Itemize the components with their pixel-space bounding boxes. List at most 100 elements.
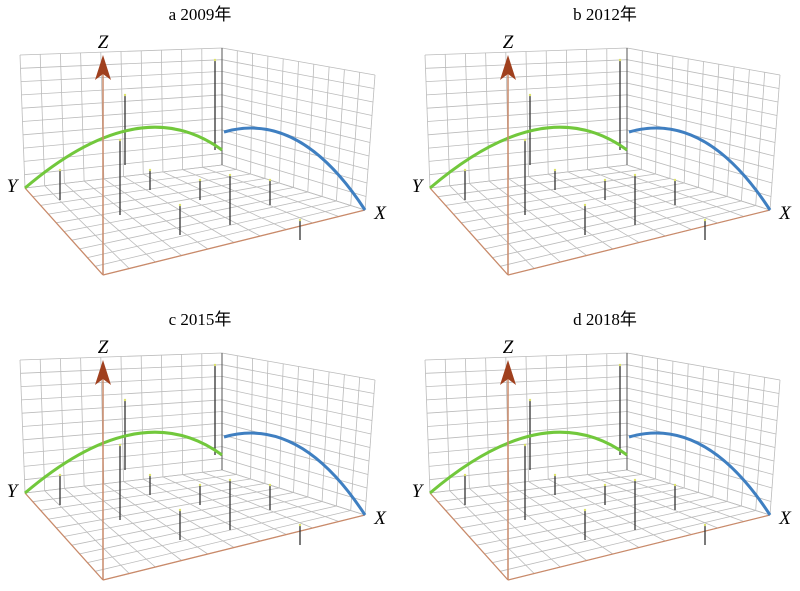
grid-line <box>425 59 628 69</box>
z-label: Z <box>503 32 514 53</box>
grid-line <box>429 469 628 494</box>
grid-line <box>425 364 628 374</box>
stick-top <box>178 508 182 512</box>
grid-line <box>626 117 775 157</box>
grid-line <box>626 422 775 462</box>
grid-line <box>626 352 781 381</box>
grid-line <box>221 152 367 197</box>
grid-line <box>79 501 323 555</box>
trend-curve-blue <box>223 126 367 211</box>
grid-line <box>427 411 628 427</box>
axis-line <box>429 187 509 276</box>
grid-line <box>626 411 776 448</box>
grid-line <box>24 457 223 481</box>
grid-line <box>424 47 628 56</box>
x-label: X <box>778 203 792 224</box>
grid-line <box>40 173 251 206</box>
grid-line <box>221 411 371 448</box>
grid-line <box>95 510 351 572</box>
grid-line <box>626 446 773 489</box>
panel-title: c 2015年 <box>169 310 232 329</box>
grid-line <box>427 422 628 441</box>
stick-top <box>58 168 62 172</box>
stick-top <box>463 168 467 172</box>
grid-line <box>626 47 781 76</box>
axis-line <box>429 492 509 581</box>
grid-line <box>476 496 713 546</box>
grid-line <box>461 182 685 224</box>
y-label: Y <box>7 176 20 197</box>
stick-top <box>268 483 272 487</box>
axis-line <box>507 209 771 276</box>
grid-line <box>468 187 699 232</box>
y-label: Y <box>7 481 20 502</box>
grid-line <box>24 164 223 189</box>
panel: a 2009年 Z X Y <box>7 5 387 276</box>
stick-top <box>298 218 302 222</box>
x-label: X <box>373 203 387 224</box>
trend-curve-blue <box>223 431 367 516</box>
grid-line <box>56 182 280 224</box>
grid-line <box>221 141 368 184</box>
trend-curve-blue <box>628 126 772 211</box>
grid-line <box>40 478 251 511</box>
z-arrow <box>500 55 516 80</box>
stick-top <box>633 478 637 482</box>
grid-line <box>20 59 223 69</box>
grid-line <box>626 387 778 421</box>
stick-top <box>298 523 302 527</box>
axis-line <box>24 492 104 581</box>
grid-line <box>626 376 779 408</box>
grid-line <box>427 117 628 136</box>
grid-line <box>453 483 670 520</box>
grid-line <box>20 364 223 374</box>
grid-line <box>221 82 373 116</box>
grid-line <box>428 446 628 467</box>
grid-line <box>426 82 628 96</box>
grid-line <box>626 59 780 89</box>
grid-line <box>476 191 713 241</box>
grid-line <box>492 200 742 258</box>
panel: d 2018年 Z X Y <box>412 310 792 581</box>
grid-line <box>63 187 294 232</box>
grid-line <box>71 191 308 241</box>
stick-top <box>523 138 527 142</box>
grid-line <box>32 169 237 198</box>
stick-top <box>268 178 272 182</box>
grid-line <box>425 71 628 82</box>
grid-line <box>221 71 374 103</box>
grid-line <box>428 141 628 162</box>
axis-line <box>102 209 366 276</box>
grid-line <box>500 205 756 267</box>
stick-top <box>603 483 607 487</box>
grid-line <box>453 178 670 215</box>
y-label: Y <box>412 481 425 502</box>
grid-line <box>626 141 773 184</box>
grid-line <box>71 496 308 546</box>
grid-line <box>445 478 656 511</box>
grid-line <box>22 422 223 441</box>
stick-top <box>603 178 607 182</box>
stick-top <box>528 398 532 402</box>
grid-line <box>484 196 728 250</box>
stick-top <box>618 363 622 367</box>
stick-top <box>618 58 622 62</box>
stick-top <box>118 443 122 447</box>
stick-top <box>583 203 587 207</box>
stick-top <box>198 483 202 487</box>
axis-line <box>102 514 366 581</box>
z-arrow <box>500 360 516 385</box>
axis-line <box>24 187 104 276</box>
stick-top <box>58 473 62 477</box>
grid-line <box>221 457 367 502</box>
stick-top <box>213 58 217 62</box>
grid-line <box>426 387 628 401</box>
axis-line <box>507 514 771 581</box>
grid-line <box>22 117 223 136</box>
grid-line <box>221 434 369 475</box>
grid-line <box>24 152 223 176</box>
panel-title: a 2009年 <box>169 5 232 24</box>
stick-top <box>528 93 532 97</box>
stick-top <box>703 523 707 527</box>
